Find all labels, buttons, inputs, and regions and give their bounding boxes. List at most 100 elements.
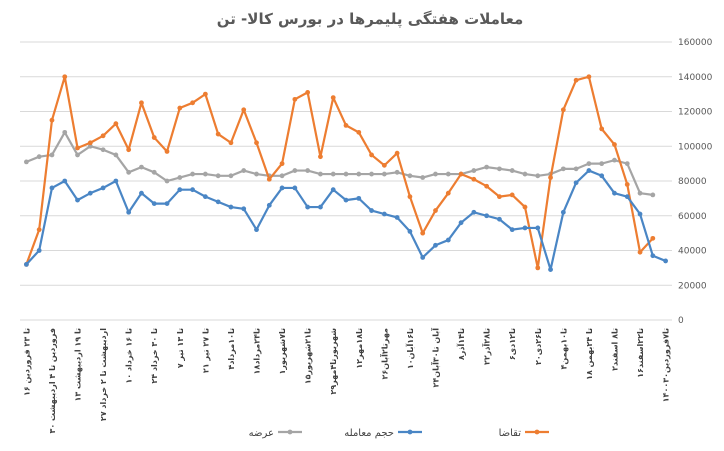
data-point bbox=[445, 171, 451, 177]
data-point bbox=[420, 255, 426, 260]
x-tick-label: ۱۵تا۲۱شهریور bbox=[304, 328, 313, 384]
data-point bbox=[100, 133, 106, 139]
data-point bbox=[228, 173, 234, 179]
data-point bbox=[560, 166, 566, 172]
data-point bbox=[318, 171, 323, 177]
data-point bbox=[586, 168, 592, 173]
data-point bbox=[305, 204, 311, 210]
data-point bbox=[241, 168, 247, 173]
data-point bbox=[330, 95, 336, 100]
data-point bbox=[75, 152, 80, 158]
data-point bbox=[458, 171, 464, 177]
data-point bbox=[458, 220, 464, 226]
data-point bbox=[394, 215, 400, 220]
data-point bbox=[343, 123, 349, 128]
data-point bbox=[23, 262, 29, 267]
data-point bbox=[113, 121, 119, 127]
data-point bbox=[164, 178, 170, 184]
data-point bbox=[484, 213, 490, 219]
data-point bbox=[292, 168, 298, 173]
legend-label: حجم معامله bbox=[344, 428, 394, 439]
data-point bbox=[343, 197, 349, 203]
data-point bbox=[100, 185, 106, 191]
data-point bbox=[509, 168, 515, 173]
data-point bbox=[509, 227, 515, 233]
y-tick-label: 160000 bbox=[678, 38, 713, 48]
x-tick-label: ۲۲تا۲۸آذر bbox=[482, 328, 492, 365]
x-tick-label: ۴تا۱۰بهمن bbox=[559, 328, 568, 370]
data-point bbox=[612, 142, 617, 147]
data-point bbox=[62, 178, 68, 184]
data-point bbox=[215, 173, 221, 179]
data-point bbox=[202, 194, 208, 200]
data-point bbox=[215, 199, 221, 205]
data-point bbox=[305, 89, 311, 95]
data-point bbox=[560, 209, 566, 215]
y-tick-label: 140000 bbox=[678, 73, 713, 83]
y-tick-label: 0 bbox=[678, 316, 684, 326]
data-point bbox=[228, 204, 234, 210]
data-point bbox=[471, 209, 477, 215]
data-point bbox=[650, 235, 656, 241]
data-point bbox=[126, 147, 132, 153]
data-point bbox=[151, 169, 157, 175]
data-point bbox=[407, 173, 413, 179]
x-tick-label: ۱۴۰۰تا۷فروردین۳۰ bbox=[662, 328, 671, 402]
legend: حجم معامله تقاضا عرضه bbox=[249, 428, 549, 439]
x-tick-label: ۲۹شهریورتا۴مهر bbox=[329, 328, 338, 395]
x-tick-label: ۲۷ اردیبهشت تا ۲ خرداد bbox=[99, 328, 108, 421]
data-point bbox=[190, 187, 195, 193]
data-point bbox=[49, 117, 55, 123]
data-point bbox=[369, 171, 374, 177]
legend-marker bbox=[534, 429, 540, 435]
x-tick-label: ۱۳ تا ۱۹ اردیبهشت bbox=[74, 328, 83, 402]
data-point bbox=[126, 209, 132, 215]
x-tick-label: ۱۰ تا ۱۶ خرداد bbox=[125, 328, 134, 384]
data-point bbox=[394, 169, 400, 175]
legend-marker bbox=[287, 429, 293, 435]
series-line bbox=[25, 75, 654, 269]
data-point bbox=[548, 175, 553, 180]
data-point bbox=[573, 180, 579, 186]
data-point bbox=[433, 171, 438, 177]
data-point bbox=[599, 161, 605, 167]
data-point bbox=[599, 173, 605, 179]
data-point bbox=[177, 105, 183, 111]
data-point bbox=[49, 152, 55, 158]
data-point bbox=[599, 126, 605, 132]
data-point bbox=[279, 161, 285, 167]
data-point bbox=[164, 149, 170, 154]
x-tick-label: ۱تا۷شهریور bbox=[278, 328, 287, 375]
data-point bbox=[241, 107, 247, 113]
data-point bbox=[394, 150, 400, 156]
data-point bbox=[49, 185, 55, 191]
data-point bbox=[522, 225, 528, 231]
data-point bbox=[100, 147, 106, 153]
data-point bbox=[573, 77, 579, 83]
data-point bbox=[23, 159, 29, 165]
data-point bbox=[650, 253, 656, 259]
x-tick-label: ۸تا۱۴آذر bbox=[456, 328, 466, 360]
data-point bbox=[407, 194, 413, 200]
x-axis-ticks: ۱۶ تا ۲۳ فروردین ۳۰ فروردین تا ۴ اردیبهشت… bbox=[22, 328, 670, 434]
data-point bbox=[75, 197, 80, 203]
data-point bbox=[612, 190, 617, 196]
x-tick-label: ۲۰تا۲۶دی bbox=[534, 328, 543, 365]
data-point bbox=[433, 208, 438, 213]
data-point bbox=[471, 176, 477, 182]
series-lines bbox=[23, 74, 669, 273]
y-tick-label: 20000 bbox=[678, 281, 707, 291]
data-point bbox=[36, 154, 42, 160]
y-tick-label: 60000 bbox=[678, 212, 707, 222]
data-point bbox=[548, 267, 553, 273]
x-tick-label: ۲تا۸ اسفند bbox=[610, 328, 619, 371]
data-point bbox=[381, 171, 387, 177]
data-point bbox=[330, 171, 336, 177]
data-point bbox=[126, 169, 132, 175]
data-point bbox=[624, 182, 630, 187]
data-point bbox=[586, 74, 592, 80]
data-point bbox=[369, 152, 374, 158]
x-tick-label: ۱۰تا۱۶آبان bbox=[405, 328, 415, 369]
data-point bbox=[586, 161, 592, 167]
